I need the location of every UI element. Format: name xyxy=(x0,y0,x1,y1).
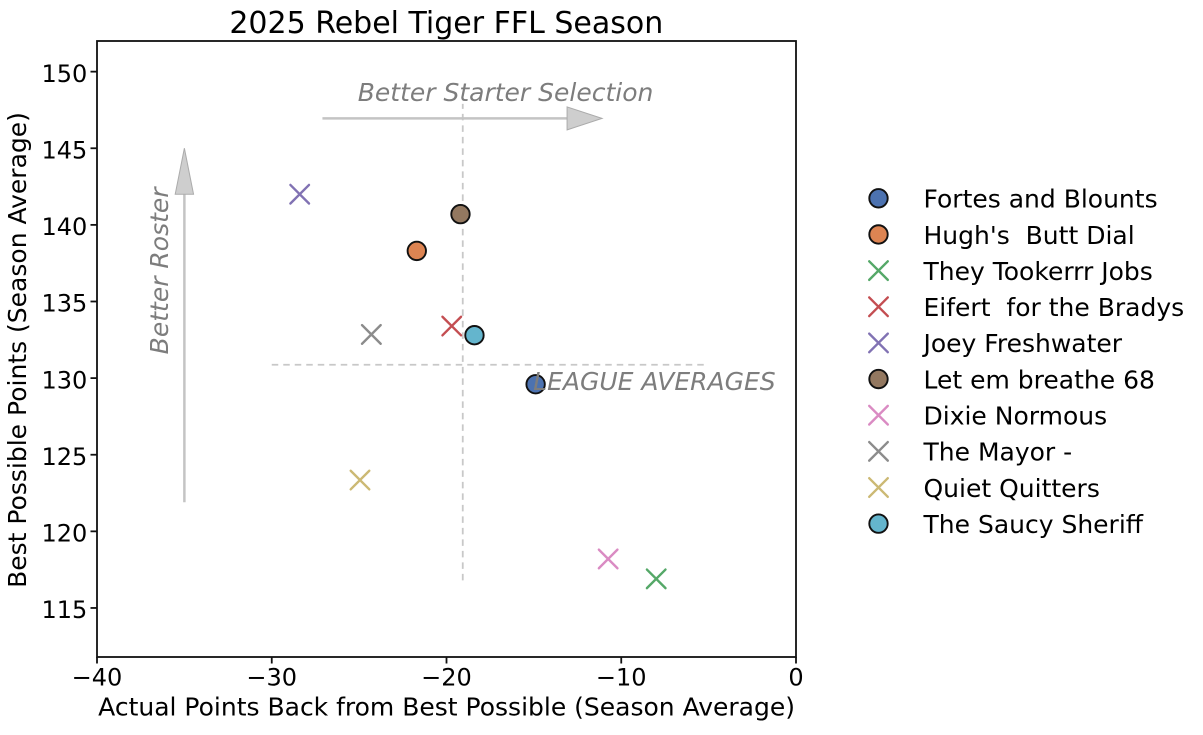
legend-label: Dixie Normous xyxy=(924,402,1108,431)
scatter-point-x xyxy=(645,568,667,590)
legend-item: Joey Freshwater xyxy=(868,329,1123,358)
legend-item: The Mayor - xyxy=(868,438,1073,467)
y-tick-label: 145 xyxy=(41,136,87,164)
x-axis-label: Actual Points Back from Best Possible (S… xyxy=(98,693,795,722)
legend-marker-x xyxy=(868,260,889,282)
y-tick-label: 125 xyxy=(41,443,87,471)
data-points xyxy=(289,183,667,590)
annotation-arrow-head xyxy=(174,148,195,195)
tick-labels: −40 −30 −20 −10 0 115 120 125 130 135 140 145 150 xyxy=(41,60,803,692)
y-tick-label: 135 xyxy=(41,290,87,318)
y-tick-label: 120 xyxy=(41,519,87,547)
x-tick-label: −30 xyxy=(246,664,297,692)
legend-label: They Tookerrr Jobs xyxy=(923,257,1153,286)
legend-item: Quiet Quitters xyxy=(868,474,1100,503)
chart-title: 2025 Rebel Tiger FFL Season xyxy=(229,6,663,41)
annotation-arrows xyxy=(174,106,604,503)
axes xyxy=(90,40,797,664)
scatter-point-circle xyxy=(464,325,485,346)
legend-item: Fortes and Blounts xyxy=(868,185,1158,214)
league-averages-label: LEAGUE AVERAGES xyxy=(533,367,776,396)
legend-marker-x xyxy=(868,296,889,318)
annotation-better-starter-selection: Better Starter Selection xyxy=(358,78,654,107)
x-tick-label: −40 xyxy=(72,664,123,692)
legend-label: Fortes and Blounts xyxy=(924,185,1158,214)
legend-label: The Saucy Sheriff xyxy=(923,510,1144,539)
legend-marker-x xyxy=(868,332,889,354)
legend-item: Eifert for the Bradys xyxy=(868,293,1185,322)
y-axis-label: Best Possible Points (Season Average) xyxy=(3,112,32,588)
legend: Fortes and Blounts Hugh's Butt Dial They T… xyxy=(868,185,1185,539)
scatter-point-circle xyxy=(525,374,546,395)
scatter-point-x xyxy=(349,469,371,491)
legend-item: Let em breathe 68 xyxy=(868,365,1155,394)
y-tick-label: 140 xyxy=(41,213,87,241)
legend-item: Hugh's Butt Dial xyxy=(868,221,1135,250)
legend-marker-circle xyxy=(868,188,889,209)
y-tick-label: 150 xyxy=(41,60,87,88)
legend-label: Hugh's Butt Dial xyxy=(924,221,1135,250)
scatter-point-x xyxy=(360,323,382,345)
legend-item: The Saucy Sheriff xyxy=(868,510,1144,539)
legend-label: Joey Freshwater xyxy=(922,329,1123,358)
legend-item: They Tookerrr Jobs xyxy=(868,257,1153,286)
legend-label: Eifert for the Bradys xyxy=(924,293,1185,322)
scatter-point-circle xyxy=(450,204,471,225)
legend-marker-circle xyxy=(868,224,889,245)
legend-marker-circle xyxy=(868,368,889,390)
legend-marker-circle xyxy=(868,513,889,534)
annotation-arrow-head xyxy=(566,106,604,131)
legend-item: Dixie Normous xyxy=(868,402,1108,431)
x-tick-label: −20 xyxy=(421,664,472,692)
average-lines xyxy=(271,103,707,581)
legend-label: Let em breathe 68 xyxy=(924,365,1155,394)
x-tick-label: −10 xyxy=(596,664,647,692)
scatter-point-x xyxy=(289,183,311,205)
legend-label: The Mayor - xyxy=(923,438,1073,467)
legend-label: Quiet Quitters xyxy=(924,474,1100,503)
scatter-point-x xyxy=(597,548,619,570)
y-tick-label: 115 xyxy=(41,596,87,624)
scatter-point-circle xyxy=(406,240,427,262)
legend-marker-x xyxy=(868,477,889,498)
scatter-point-x xyxy=(441,315,463,337)
y-tick-label: 130 xyxy=(41,366,87,394)
plot-spines xyxy=(96,40,797,658)
legend-marker-x xyxy=(868,440,889,462)
legend-marker-x xyxy=(868,404,889,426)
x-tick-label: 0 xyxy=(788,664,803,692)
annotation-better-roster: Better Roster xyxy=(145,186,174,355)
